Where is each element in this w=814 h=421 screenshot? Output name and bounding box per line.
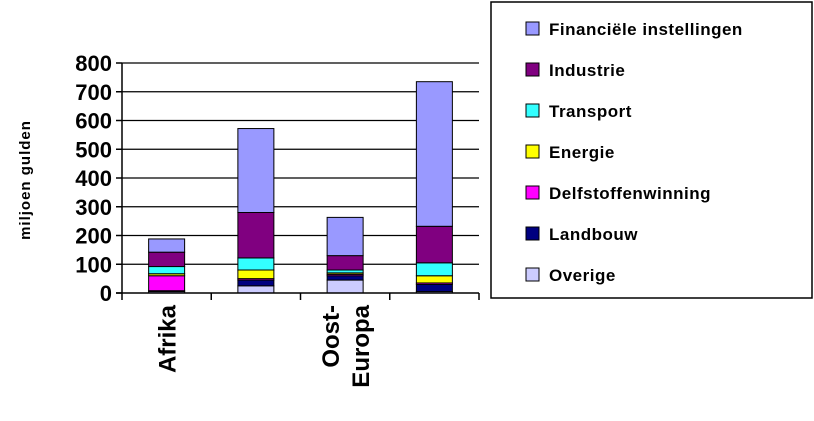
bar-segment [237, 257, 275, 271]
bars [148, 81, 453, 294]
y-tick-label: 300 [75, 195, 112, 220]
legend-swatch [525, 185, 540, 200]
legend: Financiële instellingen Industrie Transpor… [490, 1, 813, 299]
legend-swatch [525, 267, 540, 282]
bar-segment [326, 216, 364, 257]
y-tick-label: 800 [75, 51, 112, 76]
legend-label: Industrie [549, 61, 625, 80]
legend-swatch [525, 144, 540, 159]
bar-segment [415, 81, 453, 227]
y-tick-label: 600 [75, 109, 112, 134]
bar-segment [415, 262, 453, 277]
bar-segment [326, 279, 364, 294]
bar-segment [326, 275, 364, 281]
y-tick-label: 0 [100, 281, 112, 306]
bar-segment [415, 275, 453, 284]
legend-label: Landbouw [549, 225, 638, 244]
y-tick-labels: 0 100 200 300 400 500 600 700 800 [75, 51, 112, 306]
legend-swatch [525, 62, 540, 77]
category-label: Afrika [155, 304, 182, 373]
legend-label: Overige [549, 266, 616, 285]
y-tick-label: 400 [75, 166, 112, 191]
category-label-line: Afrika [155, 304, 182, 373]
legend-swatch [525, 21, 540, 36]
bar-segment [237, 269, 275, 280]
y-tick-label: 100 [75, 252, 112, 277]
category-label: Oost- Europa [318, 304, 375, 387]
bar-segment [415, 225, 453, 264]
category-label-line: Europa [348, 304, 375, 387]
gridlines [122, 62, 479, 265]
bar-segment [237, 128, 275, 213]
y-tick-label: 500 [75, 137, 112, 162]
bar-segment [237, 212, 275, 259]
y-tick-label: 200 [75, 224, 112, 249]
legend-swatch [525, 226, 540, 241]
axes [116, 62, 480, 300]
category-label-line: Oost- [318, 305, 345, 368]
y-axis-label: miljoen gulden [17, 120, 34, 240]
bar-segment [237, 279, 275, 287]
legend-label: Financiële instellingen [549, 20, 743, 39]
bar-segment [415, 283, 453, 293]
bar-segment [148, 275, 186, 292]
bar-segment [237, 285, 275, 294]
category-labels: Afrika Oost- Europa [155, 304, 376, 387]
legend-swatch [525, 103, 540, 118]
bar-segment [148, 251, 186, 268]
bar-segment [148, 238, 186, 253]
legend-label: Delfstoffenwinning [549, 184, 711, 203]
legend-box [490, 1, 813, 299]
bar-segment [148, 266, 186, 275]
y-tick-label: 700 [75, 80, 112, 105]
legend-label: Transport [549, 102, 632, 121]
bar-segment [326, 255, 364, 271]
legend-label: Energie [549, 143, 615, 162]
